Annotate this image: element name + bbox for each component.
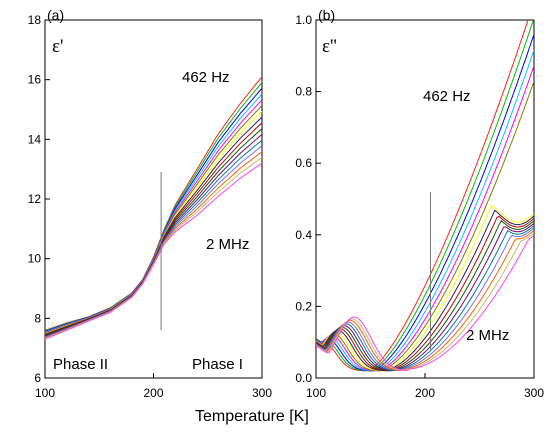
panel-b-series-line <box>316 49 534 372</box>
panel-a-series-line <box>44 93 263 333</box>
panel-a-y-tick-label: 8 <box>34 311 41 325</box>
panel-a-y-tick-label: 6 <box>34 371 41 385</box>
panel-b-epsilon-double-prime: (b) ε'' 462 Hz 2 MHz 100 200 300 0.0 0.2 0.4 0… <box>295 7 544 400</box>
panel-b-y-tick-label: 0.2 <box>295 299 312 313</box>
panel-a-x-tick-label: 300 <box>252 386 272 400</box>
panel-b-x-tick-label: 300 <box>524 386 544 400</box>
panel-b-ylabel: ε'' <box>322 36 337 57</box>
panel-a-y-tick-label: 10 <box>28 252 42 266</box>
panel-a-series-line <box>44 122 263 336</box>
panel-a-tag: (a) <box>47 7 64 23</box>
panel-a-series-line <box>44 116 263 335</box>
panel-a-series-line <box>44 99 263 334</box>
panel-a-series-line <box>44 87 263 332</box>
panel-b-y-tick-label: 0.8 <box>295 85 312 99</box>
panel-b-series-line <box>316 209 534 372</box>
panel-b-series-line <box>316 20 534 372</box>
panel-b-y-tick-label: 0.0 <box>295 371 312 385</box>
panel-b-y-tick-label: 0.6 <box>295 156 312 170</box>
panel-b-series-line <box>316 229 534 372</box>
panel-a-bottom-label: 2 MHz <box>206 236 249 253</box>
panel-b-x-tick-label: 100 <box>306 386 326 400</box>
panel-b-series-line <box>316 215 534 372</box>
panel-b-plot-area <box>316 20 534 372</box>
panel-a-y-tick-label: 16 <box>28 73 42 87</box>
phase-i-label: Phase I <box>192 356 243 373</box>
panel-b-bottom-label: 2 MHz <box>466 327 509 344</box>
panel-a-series-line <box>44 82 263 332</box>
panel-b-series-line <box>316 34 534 372</box>
panel-b-series-line <box>316 234 534 372</box>
panel-b-tag: (b) <box>318 7 335 23</box>
panel-a-x-tick-label: 100 <box>35 386 55 400</box>
panel-a-ylabel: ε' <box>52 36 63 57</box>
panel-b-series-line <box>316 227 534 372</box>
panel-a-series-line <box>44 105 263 334</box>
panel-b-series-line <box>316 220 534 372</box>
panel-b-series-line <box>316 232 534 372</box>
panel-b-series-line <box>316 65 534 372</box>
x-axis-title: Temperature [K] <box>195 408 309 425</box>
panel-a-series-line <box>44 128 263 337</box>
panel-b-x-tick-label: 200 <box>415 386 435 400</box>
panel-b-y-tick-label: 0.4 <box>295 228 312 242</box>
panel-a-epsilon-prime: (a) ε' 462 Hz 2 MHz Phase II Phase I 100… <box>28 7 273 400</box>
panel-b-series-line <box>316 225 534 372</box>
panel-b-series-line <box>316 81 534 372</box>
panel-a-top-label: 462 Hz <box>182 69 230 86</box>
panel-a-y-tick-label: 14 <box>28 132 42 146</box>
phase-ii-label: Phase II <box>53 356 108 373</box>
panel-a-y-tick-label: 12 <box>28 192 42 206</box>
panel-a-y-tick-label: 18 <box>28 13 42 27</box>
panel-b-top-label: 462 Hz <box>423 88 471 105</box>
panel-a-x-tick-label: 200 <box>143 386 163 400</box>
panel-b-series-line <box>316 222 534 372</box>
panel-b-series-line <box>316 20 529 372</box>
panel-a-series-line <box>44 162 263 340</box>
panel-b-y-tick-label: 1.0 <box>295 13 312 27</box>
panel-a-series-line <box>44 110 263 335</box>
panel-a-series-line <box>44 76 263 331</box>
panel-b-series-line <box>316 205 534 372</box>
